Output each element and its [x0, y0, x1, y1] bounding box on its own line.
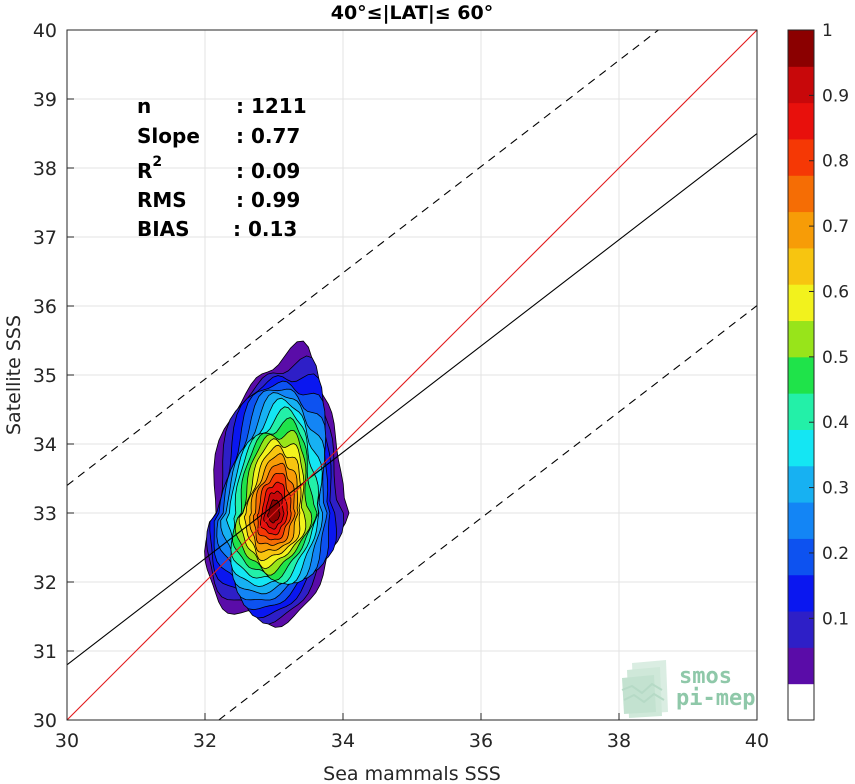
stat-value: : 0.77: [236, 124, 300, 148]
logo-mark-icon: [621, 660, 668, 718]
grid: [66, 29, 758, 721]
y-tick-label: 37: [33, 227, 57, 249]
x-tick-label: 36: [469, 730, 493, 752]
colorbar-segment: [788, 393, 814, 430]
x-tick-label: 30: [55, 730, 79, 752]
colorbar-segment: [788, 211, 814, 249]
colorbar-segment: [788, 611, 814, 648]
colorbar-segment: [788, 30, 814, 67]
colorbar-segment: [788, 465, 814, 503]
x-tick-label: 38: [607, 730, 631, 752]
colorbar-tick-label: 0.9: [822, 86, 849, 106]
y-tick-label: 39: [33, 89, 57, 111]
x-tick-label: 40: [745, 730, 769, 752]
colorbar-tick-label: 1: [822, 21, 833, 41]
x-tick-label: 34: [331, 730, 355, 752]
stat-value: : 0.99: [236, 188, 300, 212]
colorbar-segment: [788, 574, 814, 612]
y-axis: 30 31 32 33 34 35 36 37 38 39 40: [33, 20, 74, 732]
smos-pi-mep-logo: smos pi-mep: [621, 660, 755, 718]
colorbar-tick-label: 0.5: [822, 348, 849, 368]
stat-value: : 0.09: [236, 159, 300, 183]
colorbar-tick-label: 0.8: [822, 152, 849, 172]
colorbar-segment: [788, 356, 814, 394]
stat-superscript: 2: [152, 154, 162, 170]
colorbar-segment: [788, 284, 814, 322]
y-tick-label: 34: [33, 434, 57, 456]
y-tick-label: 32: [33, 572, 57, 594]
stat-label: BIAS: [137, 217, 190, 241]
stat-label: Slope: [137, 124, 200, 148]
colorbar-segment: [788, 175, 814, 213]
colorbar-segment: [788, 66, 814, 104]
lower-bound-line: [218, 305, 757, 720]
y-tick-label: 30: [33, 710, 57, 732]
y-tick-label: 36: [33, 296, 57, 318]
colorbar-tick-label: 0.2: [822, 544, 849, 564]
colorbar-segment: [788, 683, 814, 721]
y-axis-label: Satellite SSS: [3, 315, 25, 435]
colorbar-tick-label: 0.1: [822, 609, 849, 629]
stat-label: RMS: [137, 188, 187, 212]
colorbar-segment: [788, 138, 814, 176]
colorbar-segment: [788, 647, 814, 685]
one-to-one-line: [67, 30, 757, 720]
stat-value: : 1211: [236, 94, 307, 118]
x-axis-label: Sea mammals SSS: [323, 763, 501, 784]
y-tick-label: 35: [33, 365, 57, 387]
y-tick-label: 31: [33, 641, 57, 663]
colorbar-segment: [788, 102, 814, 140]
colorbar: 0.1 0.2 0.3 0.4 0.5 0.6 0.7 0.8 0.9 1: [787, 21, 849, 721]
reference-lines: [67, 30, 757, 720]
density-contour-level: [267, 499, 281, 524]
x-tick-label: 32: [193, 730, 217, 752]
colorbar-border: [787, 29, 815, 721]
colorbar-tick-label: 0.4: [822, 413, 849, 433]
y-tick-label: 38: [33, 158, 57, 180]
chart-title: 40°≤|LAT|≤ 60°: [331, 2, 494, 24]
density-contours: [204, 340, 350, 628]
colorbar-tick-label: 0.7: [822, 217, 849, 237]
x-axis: 30 32 34 36 38 40: [55, 713, 769, 752]
colorbar-segment: [788, 247, 814, 285]
stat-label: n: [137, 94, 151, 118]
y-tick-label: 40: [33, 20, 57, 42]
logo-text-line1: smos: [679, 664, 732, 689]
colorbar-segment: [788, 502, 814, 539]
colorbar-segment: [788, 320, 814, 358]
colorbar-segment: [788, 429, 814, 467]
regression-line: [67, 133, 757, 666]
stat-value: : 0.13: [233, 217, 297, 241]
logo-text-line2: pi-mep: [676, 686, 755, 711]
upper-bound-line: [67, 30, 660, 486]
colorbar-tick-label: 0.3: [822, 479, 849, 499]
colorbar-segment: [788, 538, 814, 576]
colorbar-tick-label: 0.6: [822, 282, 849, 302]
y-tick-label: 33: [33, 503, 57, 525]
